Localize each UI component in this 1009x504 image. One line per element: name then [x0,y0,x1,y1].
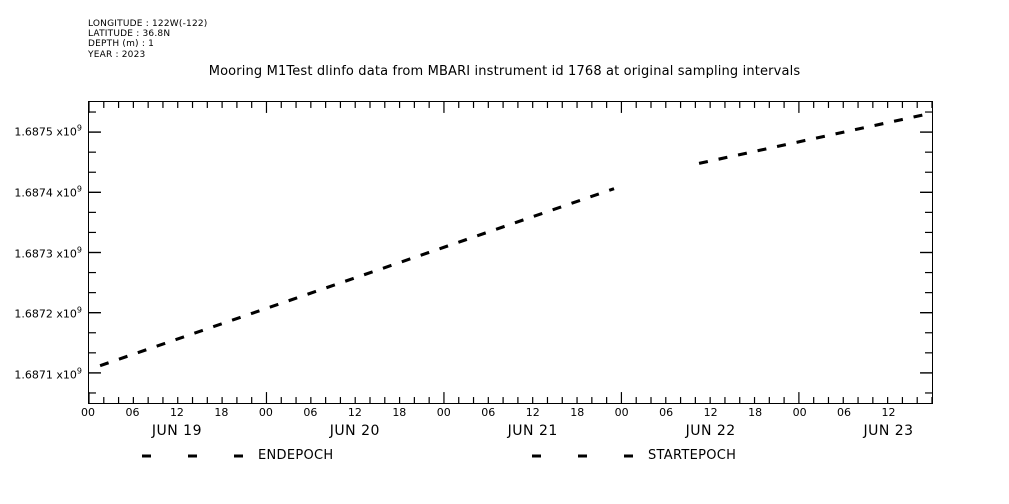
x-date-label: JUN 21 [507,423,558,439]
x-tick-label: 18 [214,406,229,419]
y-tick-label: 1.6874 x109 [14,184,82,200]
legend-entry[interactable]: ENDEPOCH [138,448,334,463]
metadata-block: LONGITUDE : 122W(-122) LATITUDE : 36.8N … [88,19,208,60]
x-tick-label: 12 [169,406,184,419]
metadata-latitude: LATITUDE : 36.8N [88,29,171,40]
data-series-startepoch [698,113,925,165]
x-axis-hour-labels: 00 06 12 18 00 06 12 18 00 06 12 18 00 06 12 18 00 06 12 [81,404,933,424]
plot-area [88,101,933,404]
x-axis-date-labels: JUN 19 JUN 20 JUN 21 JUN 22 JUN 23 [88,423,933,445]
x-tick-label: 06 [303,406,318,419]
x-tick-label: 06 [837,406,852,419]
legend-label: ENDEPOCH [258,448,334,463]
legend-line-swatch [138,450,250,462]
x-tick-label: 18 [748,406,763,419]
y-axis-labels: 1.6871 x109 1.6872 x109 1.6873 x109 1.6874 … [0,101,82,404]
x-tick-label: 06 [125,406,140,419]
x-date-label: JUN 19 [151,423,202,439]
y-tick-label: 1.6875 x109 [14,123,82,139]
x-tick-label: 00 [614,406,629,419]
x-tick-label: 06 [481,406,496,419]
metadata-longitude: LONGITUDE : 122W(-122) [88,19,208,29]
x-tick-label: 18 [570,406,585,419]
y-tick-label: 1.6873 x109 [14,245,82,260]
x-tick-label: 12 [525,406,540,419]
x-tick-label: 12 [703,406,718,419]
x-tick-label: 00 [792,406,807,419]
chart-title: Mooring M1Test dlinfo data from MBARI in… [208,64,801,79]
chart-legend: ENDEPOCH STARTEPOCH [88,448,933,472]
legend-label: STARTEPOCH [648,448,737,463]
data-series-endepoch [99,187,615,368]
x-tick-label: 00 [436,406,451,419]
metadata-depth: DEPTH (m) : 1 [88,39,155,50]
x-date-label: JUN 20 [329,423,380,439]
x-tick-label: 12 [347,406,362,419]
metadata-year: YEAR : 2023 [88,49,146,60]
plot-canvas [89,102,932,403]
y-tick-label: 1.6872 x109 [14,305,82,321]
x-tick-label: 18 [392,406,407,419]
legend-entry[interactable]: STARTEPOCH [528,448,736,463]
legend-line-swatch [528,450,640,462]
x-tick-label: 00 [258,406,273,419]
x-date-label: JUN 22 [685,423,736,439]
x-date-label: JUN 23 [863,423,914,439]
x-tick-label: 12 [881,406,896,419]
x-tick-label: 00 [81,406,95,419]
y-tick-label: 1.6871 x109 [14,366,82,382]
x-tick-label: 06 [659,406,674,419]
